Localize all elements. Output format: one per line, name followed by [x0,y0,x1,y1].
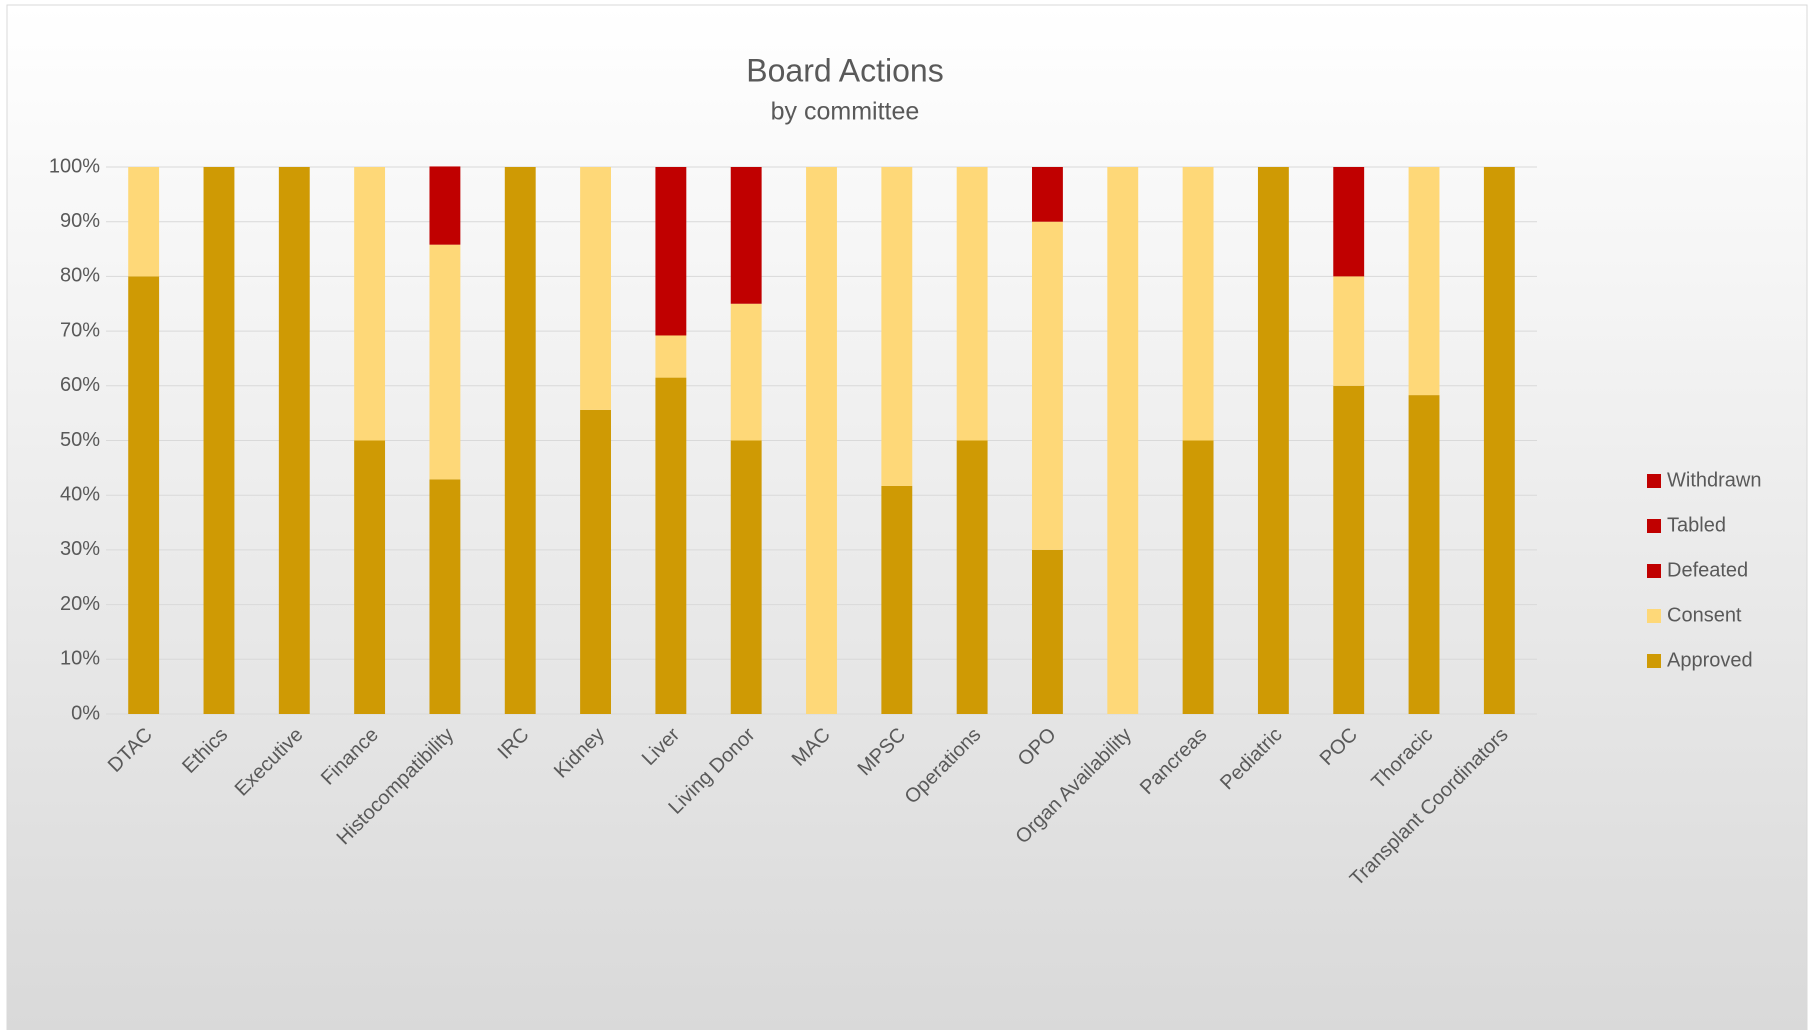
bar-segment [580,167,611,410]
chart-title: Board Actions [746,52,943,88]
y-tick-label: 70% [60,319,100,341]
legend-swatch [1647,564,1661,578]
legend-label: Approved [1667,649,1753,671]
legend-label: Consent [1667,604,1742,626]
bar-segment [1483,167,1515,714]
y-tick-label: 0% [71,702,100,724]
bar-segment [1107,167,1139,714]
bar-segment [128,167,160,277]
bar-segment [1408,167,1440,396]
bar-segment [504,167,536,714]
bar-segment [730,303,762,441]
bar-segment [1257,167,1289,714]
bar-segment [956,440,988,714]
bar-segment [1032,167,1063,222]
bar-segment [354,440,386,714]
bar-segment [655,377,687,714]
bar-segment [1032,221,1063,550]
bar-segment [429,166,461,245]
bar-segment [354,167,386,441]
legend-swatch [1647,654,1661,668]
bar-segment [1408,395,1440,714]
bar-segment [1333,385,1365,714]
bar-segment [881,485,913,714]
legend-label: Defeated [1667,559,1748,581]
bar-segment [429,244,461,480]
bar-segment [655,335,687,378]
bar-segment [1032,549,1063,714]
bar-segment [203,167,235,714]
y-tick-label: 80% [60,265,100,287]
legend-swatch [1647,609,1661,623]
bar-segment [429,479,461,714]
chart-subtitle: by committee [771,98,920,126]
y-tick-label: 40% [60,483,100,505]
legend-label: Tabled [1667,514,1726,536]
bar-segment [730,167,762,304]
y-tick-label: 20% [60,593,100,615]
bar-segment [881,167,913,486]
y-tick-label: 30% [60,538,100,560]
y-tick-label: 90% [60,210,100,232]
y-tick-label: 50% [60,429,100,451]
bar-segment [730,440,762,714]
bar-segment [1182,167,1214,441]
y-tick-label: 100% [49,155,100,177]
legend-swatch [1647,519,1661,533]
y-tick-label: 10% [60,648,100,670]
bar-segment [956,167,988,441]
bar-segment [1182,440,1214,714]
bar-segment [806,167,837,714]
bar-segment [655,167,687,336]
legend-label: Withdrawn [1667,469,1761,491]
bar-segment [1333,167,1365,277]
y-tick-label: 60% [60,374,100,396]
legend-swatch [1647,474,1661,488]
bar-segment [580,409,611,714]
bar-segment [128,276,160,714]
bar-segment [1333,276,1365,386]
bar-segment [278,167,310,714]
